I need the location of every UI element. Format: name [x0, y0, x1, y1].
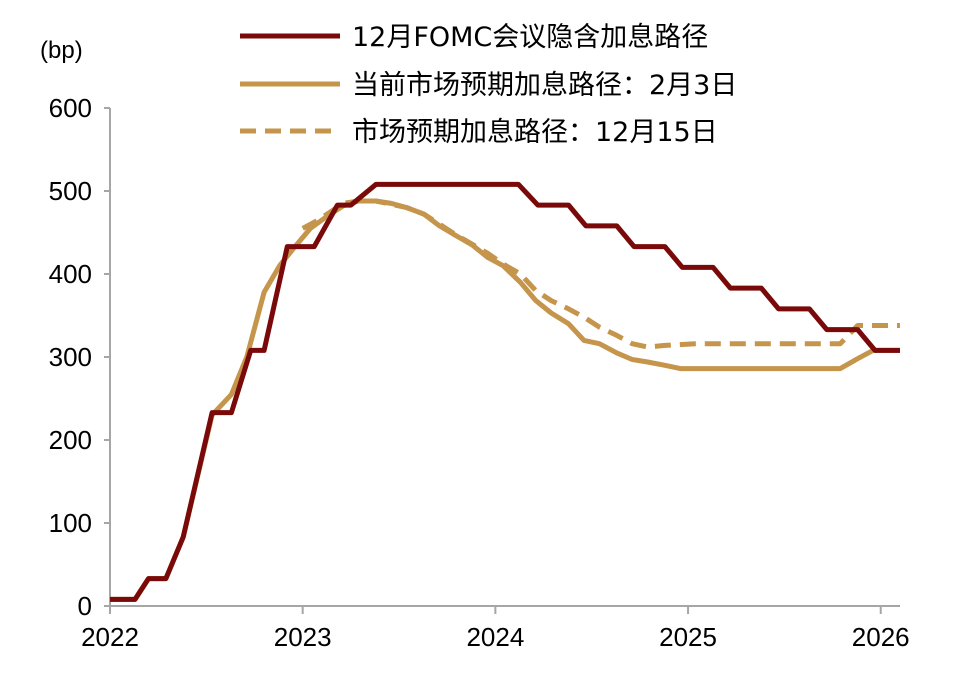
series-line-1 [110, 181, 900, 602]
y-tick-label: 0 [78, 591, 92, 621]
legend-label-2: 当前市场预期加息路径：2月3日 [352, 70, 737, 101]
legend: 12月FOMC会议隐含加息路径当前市场预期加息路径：2月3日市场预期加息路径：1… [240, 22, 737, 148]
series-lines [110, 181, 900, 602]
y-axis-unit-label: (bp) [40, 37, 83, 64]
x-tick-label: 2026 [852, 622, 910, 652]
x-tick-label: 2022 [81, 622, 139, 652]
tick-labels: 0 100 200 300 400 500 600 2022 2023 2024 2025 2026 [49, 93, 910, 652]
legend-label-1: 12月FOMC会议隐含加息路径 [352, 22, 708, 53]
legend-label-3: 市场预期加息路径：12月15日 [352, 117, 718, 148]
y-tick-label: 300 [49, 342, 92, 372]
x-tick-label: 2023 [274, 622, 332, 652]
y-tick-label: 100 [49, 508, 92, 538]
y-tick-label: 500 [49, 176, 92, 206]
x-tick-label: 2024 [466, 622, 524, 652]
y-tick-label: 400 [49, 259, 92, 289]
x-tick-label: 2025 [659, 622, 717, 652]
series-line-2 [110, 198, 900, 602]
axes [104, 107, 900, 614]
series-line-3 [301, 198, 900, 350]
y-tick-label: 600 [49, 93, 92, 123]
y-tick-label: 200 [49, 425, 92, 455]
